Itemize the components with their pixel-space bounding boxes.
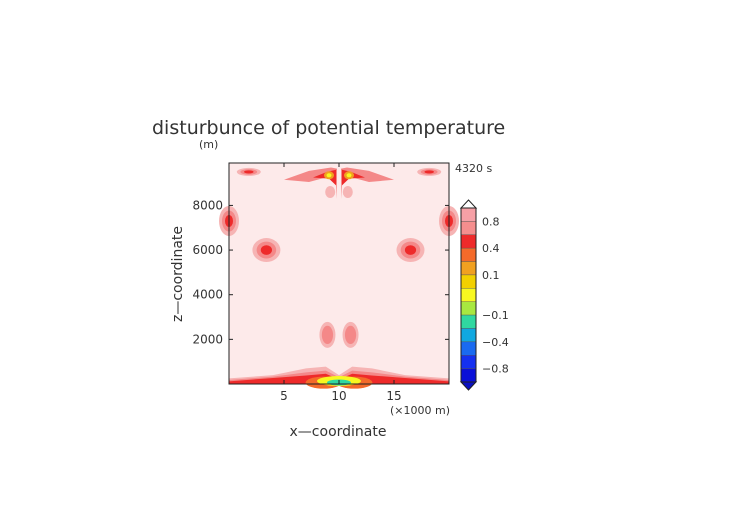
top-left-small-contour-2 — [244, 170, 254, 174]
plume-right-peak — [346, 173, 352, 178]
colorbar-segment-6 — [460, 288, 477, 302]
colorbar-segment-8 — [460, 314, 477, 329]
colorbar-segment-0 — [460, 207, 477, 222]
colorbar-label-4: −0.4 — [482, 336, 509, 349]
top-right-small-contour-2 — [424, 170, 435, 174]
under-plume-left-contour-0 — [325, 186, 336, 199]
time-label: 4320 s — [455, 162, 492, 175]
blob-mid-left-contour-1 — [321, 325, 334, 344]
colorbar-segment-1 — [460, 221, 477, 235]
plume-left-peak — [326, 173, 332, 178]
colorbar-label-1: 0.4 — [482, 242, 500, 255]
colorbar-segment-7 — [460, 301, 477, 316]
blob-mid-right-contour-1 — [344, 325, 357, 344]
plot-area — [219, 163, 459, 389]
x-tick-label-0: 5 — [280, 389, 288, 403]
colorbar-segment-10 — [460, 341, 477, 356]
colorbar-segment-3 — [460, 247, 477, 262]
colorbar-over-triangle — [459, 199, 478, 209]
blob-upper-left-contour-2 — [260, 245, 272, 255]
colorbar: 0.8 0.4 0.1 −0.1 −0.4 −0.8 — [459, 199, 509, 391]
y-tick-label-1: 4000 — [192, 288, 223, 302]
x-scale-label: (×1000 m) — [390, 404, 450, 417]
unit-label: (m) — [199, 138, 218, 151]
colorbar-segment-9 — [460, 328, 477, 343]
colorbar-label-3: −0.1 — [482, 309, 509, 322]
under-plume-right-contour-0 — [342, 186, 353, 199]
y-tick-label-3: 8000 — [192, 198, 223, 212]
x-tick-label-1: 10 — [331, 389, 346, 403]
chart-title: disturbunce of potential temperature — [152, 117, 505, 139]
axes: 5 10 15 2000 4000 6000 8000 — [192, 162, 450, 403]
colorbar-segment-4 — [460, 261, 477, 276]
colorbar-label-0: 0.8 — [482, 215, 500, 228]
y-tick-label-2: 6000 — [192, 243, 223, 257]
y-tick-label-0: 2000 — [192, 332, 223, 346]
blob-upper-right-contour-2 — [404, 245, 417, 255]
colorbar-segment-11 — [460, 355, 477, 369]
colorbar-frame — [460, 207, 477, 383]
x-tick-label-2: 15 — [386, 389, 401, 403]
colorbar-segment-5 — [460, 274, 477, 289]
colorbar-segment-12 — [460, 368, 477, 383]
colorbar-segment-2 — [460, 234, 477, 249]
x-axis-label: x—coordinate — [290, 424, 387, 440]
colorbar-label-2: 0.1 — [482, 269, 500, 282]
colorbar-under-triangle — [459, 381, 478, 391]
colorbar-label-5: −0.8 — [482, 363, 509, 376]
y-axis-label: z—coordinate — [170, 226, 186, 322]
